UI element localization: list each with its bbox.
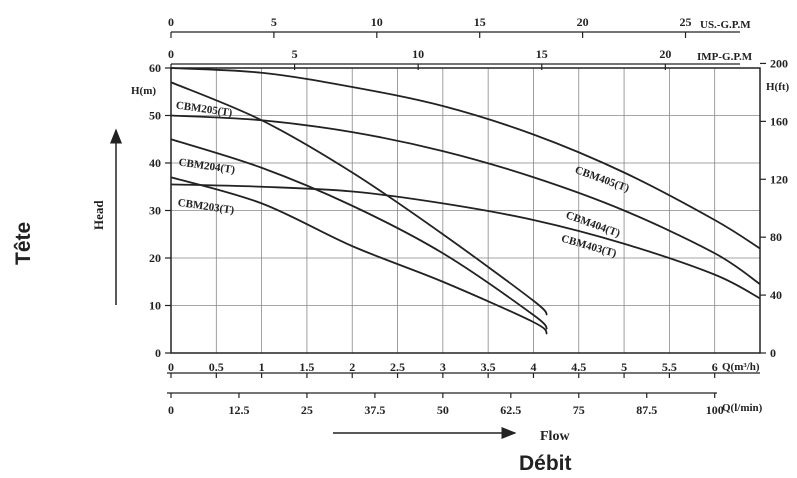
lmin-tick-label: 25 — [301, 403, 313, 417]
y-right-ticks: 0 40 80 120 160 200 — [760, 56, 788, 360]
x-tick-label: 4.5 — [571, 360, 586, 374]
x-tick-label: 1 — [259, 360, 265, 374]
us-gpm-tick-label: 15 — [474, 15, 486, 29]
us-gpm-ticks: 0 5 10 15 20 25 — [168, 15, 692, 38]
us-gpm-tick-label: 20 — [577, 15, 589, 29]
x-tick-label: 0.5 — [209, 360, 224, 374]
lmin-tick-label: 12.5 — [228, 403, 249, 417]
series-line-cbm404t — [170, 114, 761, 285]
x-tick-label: 3.5 — [481, 360, 496, 374]
x-tick-label: 2 — [349, 360, 355, 374]
grid-lines — [170, 67, 760, 354]
x-tick-label: 6 — [712, 360, 718, 374]
lmin-tick-label: 37.5 — [364, 403, 385, 417]
imp-gpm-tick-label: 0 — [168, 47, 174, 61]
imp-gpm-ticks: 0 5 10 15 20 — [168, 47, 671, 70]
y-right-tick-label: 160 — [770, 114, 788, 128]
y-right-tick-label: 120 — [770, 172, 788, 186]
series-line-cbm203t — [170, 176, 548, 335]
y-left-tick-label: 0 — [155, 346, 161, 360]
head-label: Head — [91, 200, 106, 230]
lmin-tick-label: 100 — [706, 403, 724, 417]
x-tick-label: 5 — [621, 360, 627, 374]
q-m3h-label: Q(m³/h) — [722, 361, 760, 373]
imp-gpm-tick-label: 15 — [536, 47, 548, 61]
x-tick-label: 3 — [440, 360, 446, 374]
x-tick-label: 5.5 — [662, 360, 677, 374]
x-ticks: 0 0.5 1 1.5 2 2.5 3 3.5 4 4.5 5 5.5 6 — [168, 360, 718, 378]
y-left-tick-label: 10 — [149, 299, 161, 313]
y-left-tick-label: 30 — [149, 204, 161, 218]
lmin-tick-label: 62.5 — [500, 403, 521, 417]
y-right-tick-label: 200 — [770, 56, 788, 70]
series-line-cbm204t — [170, 138, 548, 330]
us-gpm-tick-label: 0 — [168, 15, 174, 29]
series-labels: CBM205(T)CBM204(T)CBM203(T)CBM405(T)CBM4… — [175, 99, 631, 260]
series-line-cbm205t — [170, 81, 548, 316]
y-right-tick-label: 0 — [770, 346, 776, 360]
flow-label: Flow — [540, 429, 570, 444]
y-right-tick-label: 40 — [770, 288, 782, 302]
tete-label: Tête — [12, 221, 35, 265]
q-lmin-label: Q(l/min) — [722, 402, 763, 414]
series-line-cbm405t — [170, 67, 761, 250]
imp-gpm-tick-label: 10 — [412, 47, 424, 61]
h-m-label: H(m) — [131, 85, 156, 97]
us-gpm-tick-label: 25 — [680, 15, 692, 29]
us-gpm-tick-label: 10 — [371, 15, 383, 29]
lmin-tick-label: 87.5 — [636, 403, 657, 417]
y-left-tick-label: 40 — [149, 156, 161, 170]
us-gpm-label: US.-G.P.M — [700, 19, 751, 31]
series-label: CBM203(T) — [177, 197, 235, 217]
imp-gpm-tick-label: 20 — [659, 47, 671, 61]
lmin-ticks: 0 12.5 25 37.5 50 62.5 75 87.5 100 — [168, 393, 724, 417]
x-tick-label: 1.5 — [299, 360, 314, 374]
series-line-cbm403t — [170, 183, 761, 300]
imp-gpm-label: IMP-G.P.M — [697, 51, 753, 63]
lmin-tick-label: 0 — [168, 403, 174, 417]
series-label: CBM204(T) — [178, 156, 236, 176]
debit-label: Débit — [519, 452, 572, 475]
y-right-tick-label: 80 — [770, 230, 782, 244]
lmin-tick-label: 75 — [573, 403, 585, 417]
series-label: CBM405(T) — [573, 164, 631, 195]
us-gpm-tick-label: 5 — [271, 15, 277, 29]
h-ft-label: H(ft) — [766, 81, 790, 93]
y-left-tick-label: 60 — [149, 61, 161, 75]
y-left-tick-label: 50 — [149, 109, 161, 123]
x-tick-label: 4 — [530, 360, 536, 374]
lmin-tick-label: 50 — [437, 403, 449, 417]
x-tick-label: 0 — [168, 360, 174, 374]
x-tick-label: 2.5 — [390, 360, 405, 374]
series-curves — [170, 67, 761, 335]
imp-gpm-tick-label: 5 — [292, 47, 298, 61]
y-left-ticks: 0 10 20 30 40 50 60 — [149, 61, 171, 360]
y-left-tick-label: 20 — [149, 251, 161, 265]
